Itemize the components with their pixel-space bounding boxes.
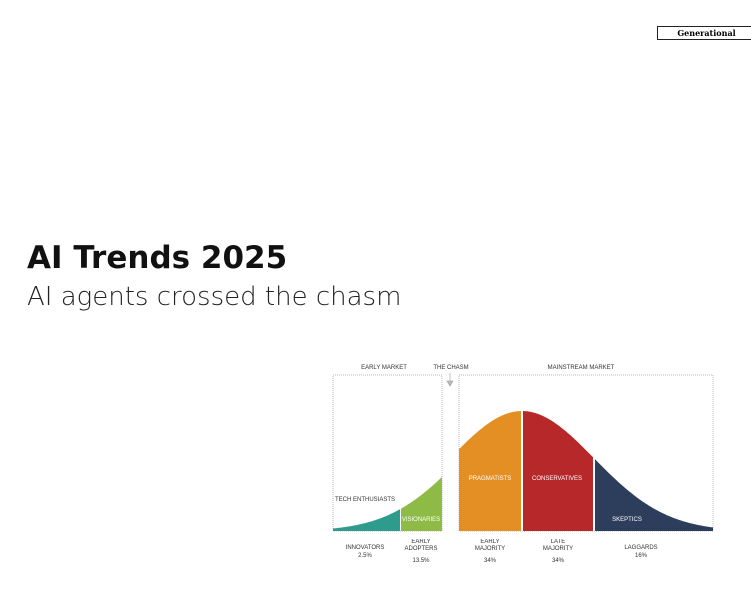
segment-inner-label: VISIONARIES (402, 517, 440, 523)
section-label: EARLY MARKET (361, 365, 407, 371)
segment-name: LATE MAJORITY (542, 539, 574, 552)
curve-segment (595, 459, 713, 531)
segment-inner-label: CONSERVATIVES (532, 476, 582, 482)
segment-name-box: EARLY ADOPTERS (404, 539, 438, 552)
early-market-box (332, 374, 443, 532)
subtitle: AI agents crossed the chasm (27, 282, 402, 312)
segment-name: INNOVATORS (346, 545, 385, 551)
segment-inner-label: SKEPTICS (612, 517, 642, 523)
segment-name: EARLY ADOPTERS (404, 539, 438, 552)
segment-name: LAGGARDS (624, 545, 657, 551)
curve-segment (523, 411, 593, 531)
curve-segment (459, 411, 521, 531)
segment-share: 34% (484, 558, 497, 564)
segment-share: 2.5% (358, 553, 372, 559)
segment-share: 34% (552, 558, 565, 564)
section-label: THE CHASM (433, 365, 468, 371)
segment-share: 13.5% (412, 558, 430, 564)
segment-name-box: LATE MAJORITY (542, 539, 574, 552)
badge: Generational (657, 26, 751, 40)
curve-segment (401, 477, 442, 531)
chasm-arrow (446, 373, 454, 387)
section-label: MAINSTREAM MARKET (548, 365, 615, 371)
segment-share: 16% (635, 553, 648, 559)
segment-name: EARLY MAJORITY (474, 539, 506, 552)
curve-label: TECH ENTHUSIASTS (335, 497, 395, 503)
segment-inner-label: PRAGMATISTS (469, 476, 512, 482)
curve-segment (333, 509, 400, 531)
segment-name-box: EARLY MAJORITY (474, 539, 506, 552)
title: AI Trends 2025 (27, 240, 288, 276)
